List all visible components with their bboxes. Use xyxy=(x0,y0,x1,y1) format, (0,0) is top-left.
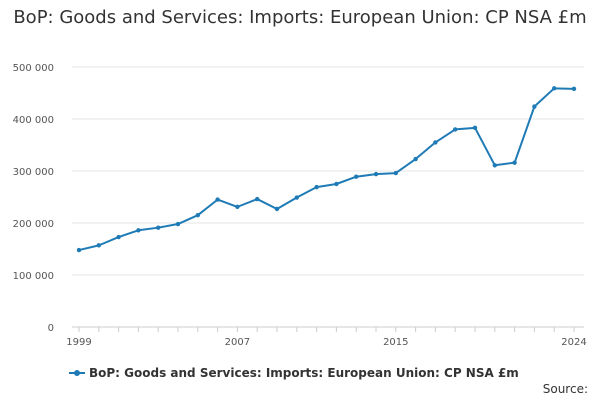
y-tick-label: 500 000 xyxy=(13,63,54,74)
data-point xyxy=(413,156,418,162)
data-point xyxy=(571,86,577,92)
source-label: Source: xyxy=(542,382,588,396)
x-tick-label: 2007 xyxy=(225,337,250,348)
data-point xyxy=(255,196,260,202)
x-tick-label: 1999 xyxy=(66,337,91,348)
data-point xyxy=(472,125,478,131)
data-point xyxy=(116,234,121,240)
data-point xyxy=(294,195,299,200)
data-point xyxy=(354,174,359,179)
data-point xyxy=(274,206,280,212)
data-point xyxy=(76,247,82,253)
y-tick-label: 0 xyxy=(48,323,54,334)
y-tick-label: 200 000 xyxy=(13,219,54,230)
data-point xyxy=(314,184,319,190)
data-point xyxy=(393,170,398,176)
data-point xyxy=(136,228,141,233)
data-point xyxy=(175,221,181,227)
legend-dot-icon xyxy=(74,370,80,376)
x-tick-label: 2015 xyxy=(383,337,408,348)
data-point xyxy=(195,213,200,218)
series-line xyxy=(78,87,575,252)
x-tick-label: 2024 xyxy=(561,337,586,348)
data-point xyxy=(373,171,379,177)
data-point xyxy=(512,160,517,165)
legend-label: BoP: Goods and Services: Imports: Europe… xyxy=(89,366,519,380)
data-point xyxy=(492,163,497,168)
data-point xyxy=(96,243,102,248)
data-point xyxy=(433,140,438,145)
data-point xyxy=(453,127,458,132)
data-point xyxy=(215,197,220,202)
data-point xyxy=(235,204,240,210)
data-point xyxy=(552,86,557,91)
y-tick-label: 400 000 xyxy=(13,115,54,126)
y-tick-label: 100 000 xyxy=(13,271,54,282)
data-point xyxy=(156,225,161,230)
data-point xyxy=(334,181,339,187)
chart-title: BoP: Goods and Services: Imports: Europe… xyxy=(13,7,587,28)
legend-swatch xyxy=(69,367,85,379)
legend[interactable]: BoP: Goods and Services: Imports: Europe… xyxy=(69,366,519,380)
y-tick-label: 300 000 xyxy=(13,167,54,178)
data-point xyxy=(532,104,537,109)
